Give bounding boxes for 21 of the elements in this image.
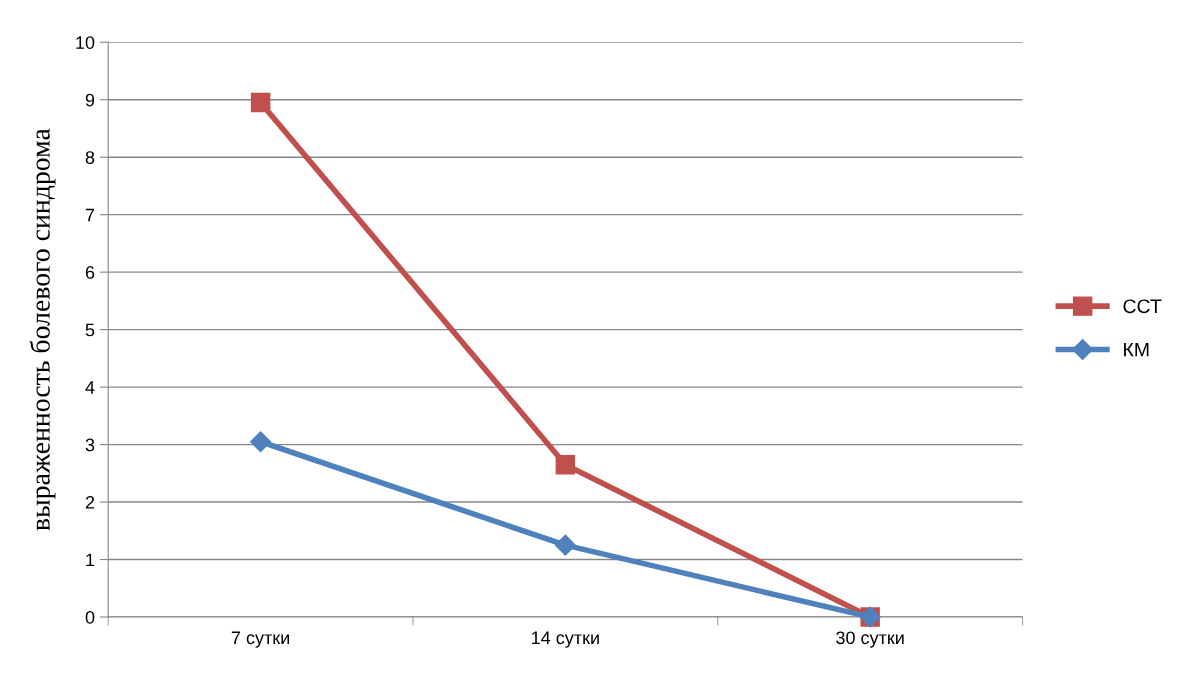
legend-label: ССТ (1123, 299, 1162, 314)
y-tick-label: 4 (85, 381, 95, 394)
y-tick-label: 10 (76, 36, 95, 49)
y-tick-label: 7 (85, 208, 95, 222)
x-tick-label: 7 сутки (231, 631, 290, 648)
y-tick-label: 9 (85, 93, 95, 107)
y-axis-title: выраженность болевого синдрома (29, 128, 56, 531)
x-tick-label: 30 сутки (836, 631, 904, 648)
point (250, 431, 272, 453)
y-tick-label: 8 (85, 151, 95, 164)
point (555, 454, 576, 475)
y-tick-label: 6 (85, 266, 95, 279)
y-tick-label: 1 (86, 553, 95, 567)
point (250, 92, 271, 113)
y-tick-label: 3 (85, 438, 95, 452)
y-tick-label: 5 (85, 323, 95, 337)
legend-label: КМ (1124, 342, 1149, 357)
x-tick-label: 14 сутки (532, 631, 599, 648)
y-tick-label: 0 (85, 610, 95, 624)
point (554, 534, 576, 556)
y-tick-label: 2 (85, 496, 95, 509)
